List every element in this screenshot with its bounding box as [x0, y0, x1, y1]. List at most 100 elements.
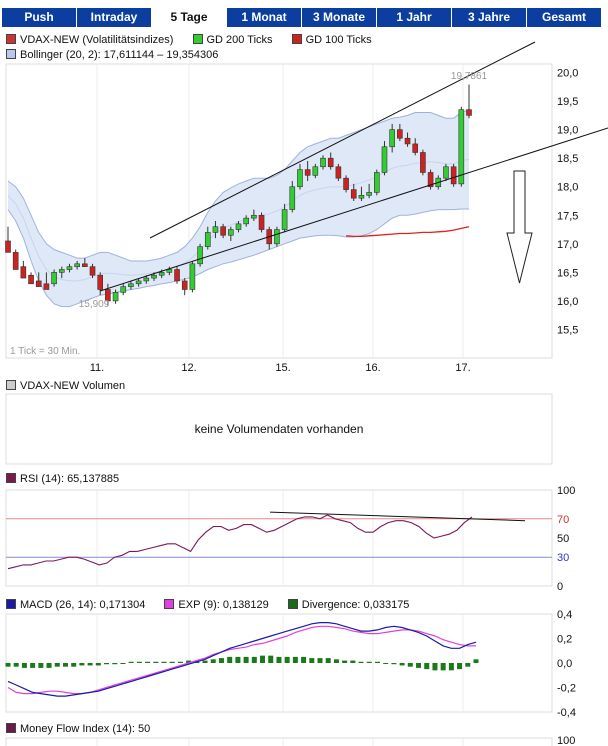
bollinger-lower-line	[7, 208, 469, 308]
candle-body	[74, 263, 80, 267]
candle-body	[420, 152, 426, 173]
tab-push[interactable]: Push	[2, 8, 76, 27]
legend-item-macd[interactable]: MACD (26, 14): 0,171304	[6, 598, 145, 612]
legend-item-divergence[interactable]: Divergence: 0,033175	[287, 598, 409, 612]
candle-body	[258, 214, 265, 230]
upper-trendline	[149, 41, 536, 239]
mfi-legend[interactable]: Money Flow Index (14): 50	[6, 722, 150, 736]
divergence-bar	[366, 661, 372, 663]
price-x-tick-label: 16.	[365, 362, 380, 374]
divergence-bar	[317, 658, 323, 663]
candle-body	[389, 129, 395, 148]
legend-swatch	[6, 473, 16, 483]
candle-body	[335, 166, 342, 179]
rsi-trendline	[269, 511, 526, 522]
tab-intraday[interactable]: Intraday	[77, 8, 151, 27]
candle-body	[366, 192, 372, 196]
divergence-bar	[153, 661, 159, 663]
divergence-bar	[383, 663, 389, 664]
divergence-bar	[38, 663, 44, 668]
candle-body	[304, 169, 311, 176]
divergence-bar	[284, 656, 290, 663]
min-price-label: 15,909	[79, 299, 110, 310]
candle-body	[450, 166, 457, 185]
divergence-bar	[177, 661, 183, 663]
divergence-bar	[399, 663, 405, 666]
divergence-bar	[104, 663, 110, 665]
macd-y-tick-label: -0,2	[557, 683, 576, 695]
divergence-bar	[54, 663, 60, 667]
volume-legend[interactable]: VDAX-NEW Volumen	[6, 379, 125, 393]
candle-body	[89, 266, 96, 276]
candle-body	[281, 209, 288, 230]
divergence-bar	[46, 663, 52, 668]
divergence-bar	[374, 661, 380, 663]
candle-body	[228, 229, 234, 236]
divergence-bar	[440, 663, 446, 671]
legend-swatch	[6, 723, 16, 733]
divergence-bar	[95, 663, 101, 666]
tab-3-monate[interactable]: 3 Monate	[302, 8, 376, 27]
divergence-bar	[407, 663, 413, 667]
divergence-bar	[218, 658, 224, 663]
tab-1-monat[interactable]: 1 Monat	[227, 8, 301, 27]
price-y-tick-label: 19,0	[557, 125, 578, 137]
candle-body	[112, 292, 119, 302]
candle-body	[358, 195, 365, 199]
price-y-tick-label: 16,5	[557, 267, 578, 279]
divergence-bar	[145, 661, 151, 663]
legend-item-exp[interactable]: EXP (9): 0,138129	[164, 598, 269, 612]
divergence-bar	[473, 659, 479, 663]
period-tab-bar: Push Intraday 5 Tage 1 Monat 3 Monate 1 …	[0, 0, 608, 28]
divergence-bar	[13, 663, 19, 667]
candle-body	[381, 146, 388, 173]
candle-body	[204, 232, 211, 247]
mfi-y-tick-label: 100	[557, 735, 575, 746]
bollinger-legend[interactable]: Bollinger (20, 2): 17,611144 – 19,354306	[6, 48, 218, 62]
macd-y-tick-label: 0,4	[557, 609, 572, 621]
divergence-bar	[186, 660, 192, 663]
price-legend: VDAX-NEW (Volatilitätsindizes) GD 200 Ti…	[6, 33, 388, 47]
candle-body	[251, 214, 257, 219]
tab-3-jahre[interactable]: 3 Jahre	[452, 8, 526, 27]
price-y-tick-label: 17,0	[557, 239, 578, 251]
divergence-bar	[416, 663, 422, 668]
divergence-bar	[465, 663, 471, 667]
max-price-label: 19,7861	[451, 71, 488, 82]
rsi-y-tick-label: 70	[557, 514, 569, 526]
macd-y-tick-label: -0,4	[557, 707, 576, 719]
rsi-y-tick-label: 30	[557, 552, 569, 564]
legend-item-gd100[interactable]: GD 100 Ticks	[291, 33, 372, 47]
divergence-bar	[227, 656, 233, 663]
price-x-tick-label: 15.	[275, 362, 290, 374]
price-y-tick-label: 20,0	[557, 68, 578, 80]
divergence-bar	[202, 660, 208, 663]
candle-body	[397, 129, 403, 139]
legend-item-gd200[interactable]: GD 200 Ticks	[192, 33, 273, 47]
tick-note: 1 Tick = 30 Min.	[10, 346, 80, 357]
candle-body	[297, 169, 303, 188]
candle-body	[220, 226, 226, 236]
price-y-tick-label: 18,0	[557, 182, 578, 194]
candle-body	[181, 280, 188, 290]
tab-1-jahr[interactable]: 1 Jahr	[377, 8, 451, 27]
mfi-plot-area	[5, 737, 553, 746]
divergence-bar	[120, 663, 126, 664]
legend-item-vdax[interactable]: VDAX-NEW (Volatilitätsindizes)	[6, 33, 173, 47]
tab-5-tage[interactable]: 5 Tage	[152, 8, 226, 27]
candle-body	[20, 266, 27, 279]
price-y-tick-label: 15,5	[557, 324, 578, 336]
legend-swatch	[287, 599, 298, 609]
divergence-bar	[161, 661, 167, 663]
candle-body	[274, 229, 280, 245]
tab-gesamt[interactable]: Gesamt	[527, 8, 601, 27]
candle-body	[289, 186, 296, 210]
macd-y-tick-label: 0,2	[557, 634, 572, 646]
divergence-bar	[292, 656, 298, 663]
candle-body	[458, 109, 465, 185]
divergence-bar	[260, 655, 266, 663]
divergence-bar	[71, 663, 77, 667]
candle-body	[404, 137, 411, 145]
rsi-legend[interactable]: RSI (14): 65,137885	[6, 472, 119, 486]
divergence-bar	[391, 663, 397, 665]
